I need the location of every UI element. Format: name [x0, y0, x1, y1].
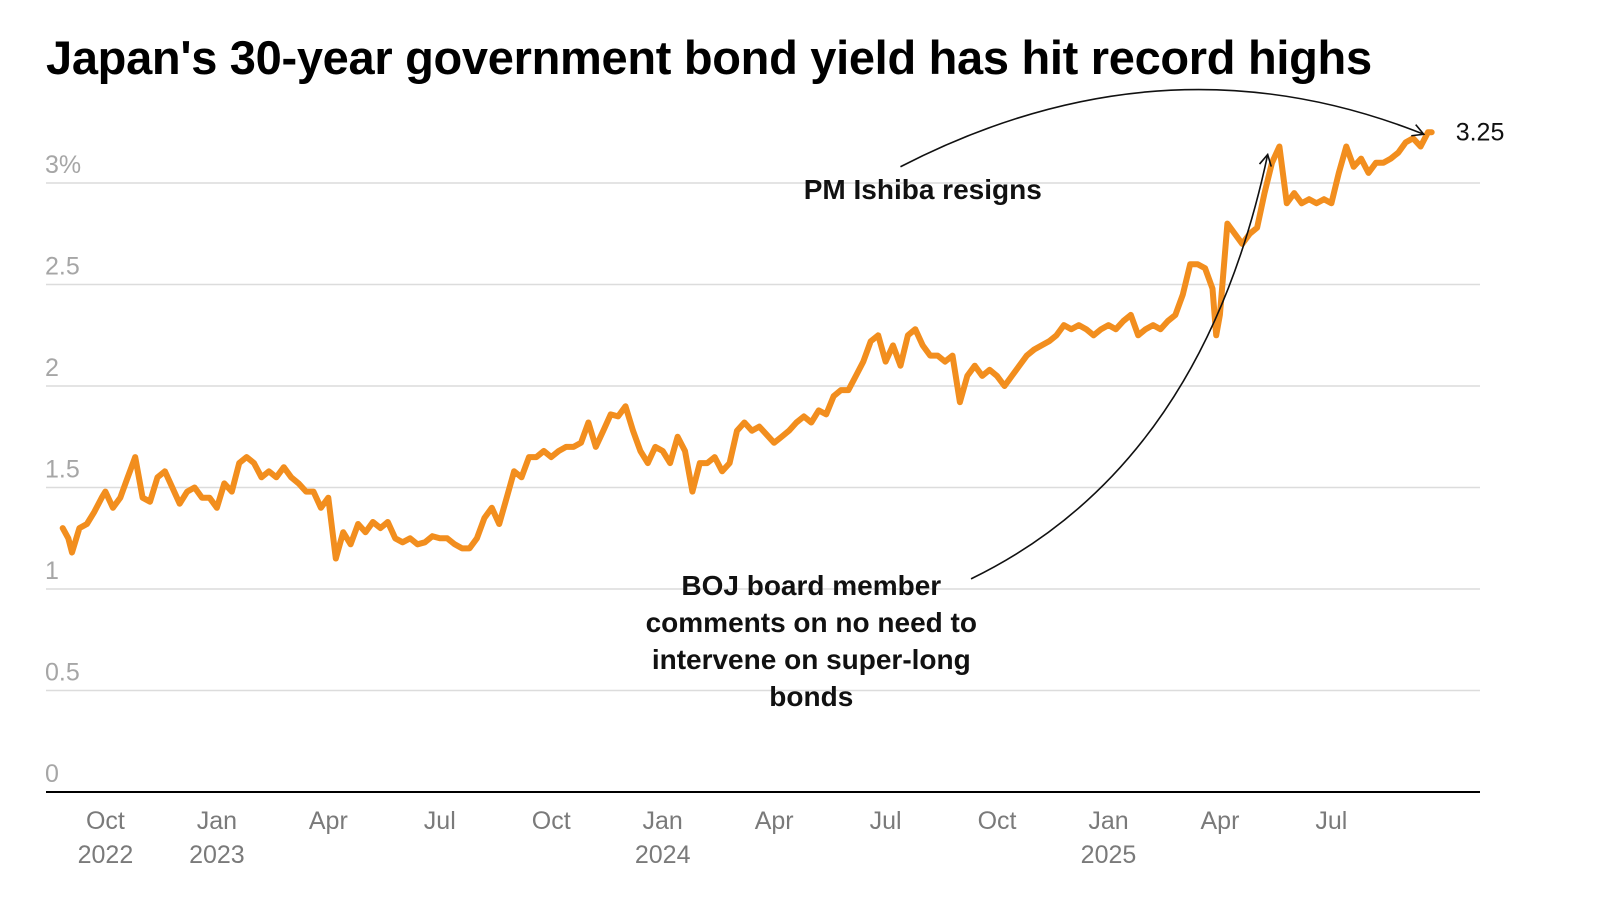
x-tick-label: Apr	[1200, 807, 1239, 835]
x-tick-label: Jul	[424, 807, 456, 835]
x-tick-label: Apr	[309, 807, 348, 835]
y-tick-label: 2.5	[45, 253, 80, 281]
annotation-text-boj: intervene on super-long	[652, 644, 971, 675]
annotation-arrow-ishiba	[900, 88, 1426, 168]
x-tick-label: Oct	[978, 807, 1017, 835]
x-tick-year-label: 2025	[1081, 841, 1137, 869]
annotation-layer: PM Ishiba resigns BOJ board member comment…	[646, 88, 1505, 712]
series-layer	[59, 129, 1435, 562]
x-tick-label: Jul	[870, 807, 902, 835]
grid-lines	[46, 182, 1480, 692]
end-value-label: 3.25	[1456, 118, 1505, 146]
x-tick-label: Jul	[1315, 807, 1347, 835]
annotation-arrow-boj	[970, 152, 1273, 580]
x-tick-year-label: 2022	[78, 841, 134, 869]
y-tick-label: 3%	[45, 151, 81, 179]
annotation-text-boj: comments on no need to	[646, 607, 977, 638]
annotation-text-boj: bonds	[769, 681, 853, 712]
x-tick-label: Apr	[755, 807, 794, 835]
y-tick-label: 0	[45, 760, 59, 788]
x-tick-year-label: 2023	[189, 841, 245, 869]
yield-series-line	[59, 129, 1435, 562]
x-tick-label: Oct	[86, 807, 125, 835]
annotation-text-boj: BOJ board member	[681, 570, 941, 601]
x-tick-year-label: 2024	[635, 841, 691, 869]
y-tick-label: 2	[45, 354, 59, 382]
x-tick-label: Jan	[1088, 807, 1128, 835]
chart-title: Japan's 30-year government bond yield ha…	[46, 31, 1372, 84]
x-tick-label: Jan	[643, 807, 683, 835]
annotation-text-ishiba: PM Ishiba resigns	[804, 174, 1042, 205]
x-axis-ticks: Oct 2022 Jan 2023 Apr Jul Oct Jan 2024 Apr Jul Oct J…	[78, 807, 1348, 869]
y-tick-label: 1.5	[45, 456, 80, 484]
y-tick-label: 1	[45, 557, 59, 585]
x-tick-label: Oct	[532, 807, 571, 835]
y-axis-ticks: 0 0.5 1 1.5 2 2.5 3%	[45, 151, 81, 788]
x-tick-label: Jan	[197, 807, 237, 835]
y-tick-label: 0.5	[45, 659, 80, 687]
